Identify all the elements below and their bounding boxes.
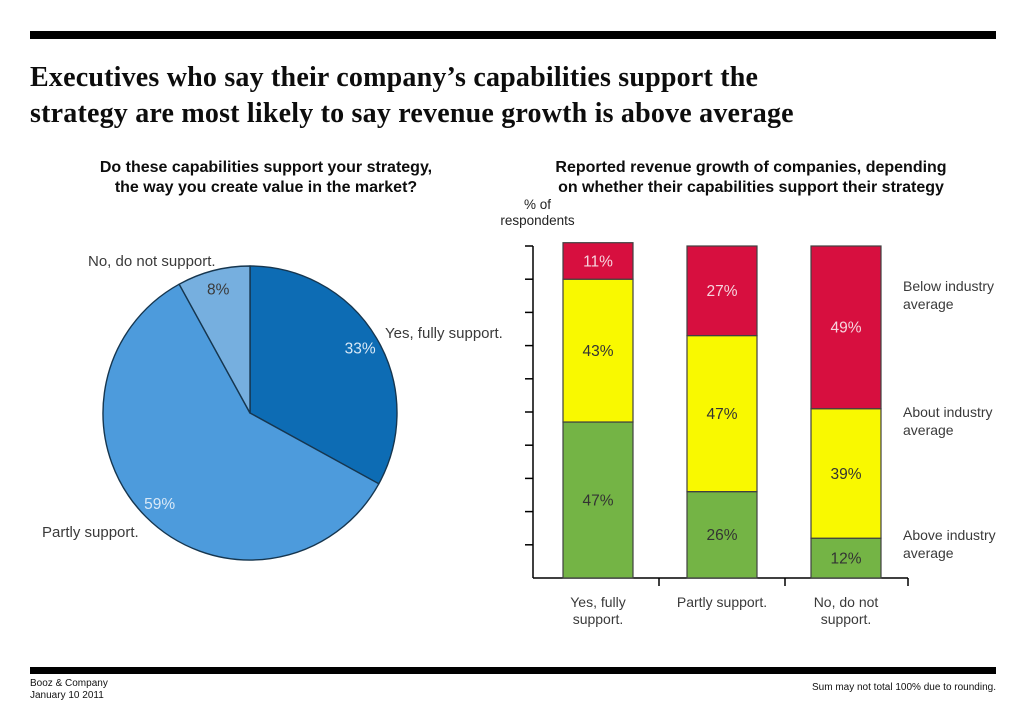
bar-segment bbox=[686, 491, 758, 579]
bar-segment bbox=[562, 278, 634, 423]
x-category-label-no: No, do not support. bbox=[813, 594, 879, 627]
bar-value-label: 39% bbox=[830, 466, 861, 483]
slide-title: Executives who say their company’s capab… bbox=[30, 60, 990, 132]
bar-value-label: 11% bbox=[583, 253, 613, 270]
pie-value-label: 59% bbox=[144, 496, 175, 513]
pie-chart-title-line1: Do these capabilities support your strat… bbox=[99, 159, 433, 176]
top-divider-bar bbox=[30, 31, 996, 39]
bar-value-label: 26% bbox=[706, 527, 737, 544]
bottom-divider-bar bbox=[30, 667, 996, 674]
x-category-label-yes: Yes, fully support. bbox=[570, 594, 626, 627]
series-label-below-average: Below industry average bbox=[903, 278, 995, 312]
pie-slice-label: Partly support. bbox=[42, 524, 139, 541]
bar-segment bbox=[810, 537, 882, 579]
bar-value-label: 43% bbox=[582, 343, 613, 360]
bar-segment bbox=[810, 245, 882, 410]
bar-segment bbox=[686, 245, 758, 337]
slide-title-line2: strategy are most likely to say revenue … bbox=[30, 98, 794, 129]
pie-value-label: 8% bbox=[207, 282, 230, 299]
bar-value-label: 12% bbox=[830, 551, 861, 568]
pie-value-label: 33% bbox=[345, 340, 376, 357]
bar-value-label: 47% bbox=[582, 492, 613, 509]
x-category-label-partly: Partly support. bbox=[676, 594, 768, 610]
pie-slice-label: No, do not support. bbox=[88, 253, 216, 270]
y-axis-label: % of respondents bbox=[500, 197, 575, 228]
series-label-above-average: Above industry average bbox=[903, 527, 996, 561]
bar-chart-title-line1: Reported revenue growth of companies, de… bbox=[555, 159, 947, 176]
footer-company: Booz & Company bbox=[30, 678, 108, 689]
footer-date: January 10 2011 bbox=[30, 690, 104, 701]
footer-rounding-note: Sum may not total 100% due to rounding. bbox=[811, 682, 996, 693]
pie-slice-0 bbox=[249, 265, 398, 485]
bar-segment bbox=[686, 334, 758, 493]
bar-value-label: 47% bbox=[706, 406, 737, 423]
footer-company-block: Booz & Company January 10 2011 bbox=[30, 678, 108, 702]
bar-value-label: 49% bbox=[830, 320, 861, 337]
bar-chart-title-line2: on whether their capabilities support th… bbox=[558, 179, 944, 196]
pie-slice-1 bbox=[102, 283, 380, 561]
bar-segment bbox=[562, 242, 634, 280]
bar-chart-title: Reported revenue growth of companies, de… bbox=[506, 158, 996, 198]
pie-slice-2 bbox=[178, 265, 251, 414]
pie-chart: 33% 59% 8% Yes, fully support. Partly suppor… bbox=[42, 253, 503, 561]
pie-chart-title: Do these capabilities support your strat… bbox=[31, 158, 501, 198]
pie-slice-label: Yes, fully support. bbox=[385, 325, 503, 342]
slide-title-line1: Executives who say their company’s capab… bbox=[30, 62, 759, 93]
bar-value-label: 27% bbox=[706, 283, 737, 300]
pie-chart-title-line2: the way you create value in the market? bbox=[114, 179, 418, 196]
stacked-bar-chart: 47% 43% 11% 26% 47% 27% 12% 39% 49% bbox=[525, 242, 909, 586]
series-label-about-average: About industry average bbox=[903, 404, 993, 438]
